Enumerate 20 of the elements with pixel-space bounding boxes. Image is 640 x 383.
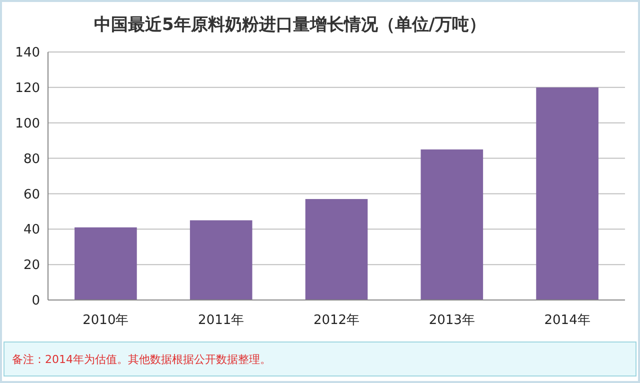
bar: [305, 199, 368, 300]
x-tick-label: 2012年: [313, 313, 360, 328]
text: 备注：2014年为估值。其他数据根据公开数据整理。: [12, 353, 271, 366]
x-tick-label: 2013年: [428, 313, 475, 328]
y-tick-label: 140: [15, 46, 40, 61]
y-tick-label: 100: [15, 116, 40, 132]
y-tick-label: 20: [23, 258, 40, 274]
y-tick-label: 80: [23, 152, 40, 167]
y-tick-label: 40: [23, 222, 40, 238]
x-tick-label: 2011年: [198, 313, 244, 328]
bar: [536, 87, 598, 300]
bar: [190, 220, 252, 300]
bar: [420, 149, 484, 300]
y-tick-label: 60: [23, 187, 40, 202]
x-tick-label: 2014年: [544, 313, 590, 328]
y-tick-label: 120: [15, 80, 40, 96]
bar: [74, 227, 137, 300]
chart-title: 中国最近5年原料奶粉进口量增长情况（单位/万吨）: [94, 15, 486, 35]
y-tick-label: 0: [32, 294, 40, 309]
x-tick-label: 2010年: [82, 313, 129, 328]
